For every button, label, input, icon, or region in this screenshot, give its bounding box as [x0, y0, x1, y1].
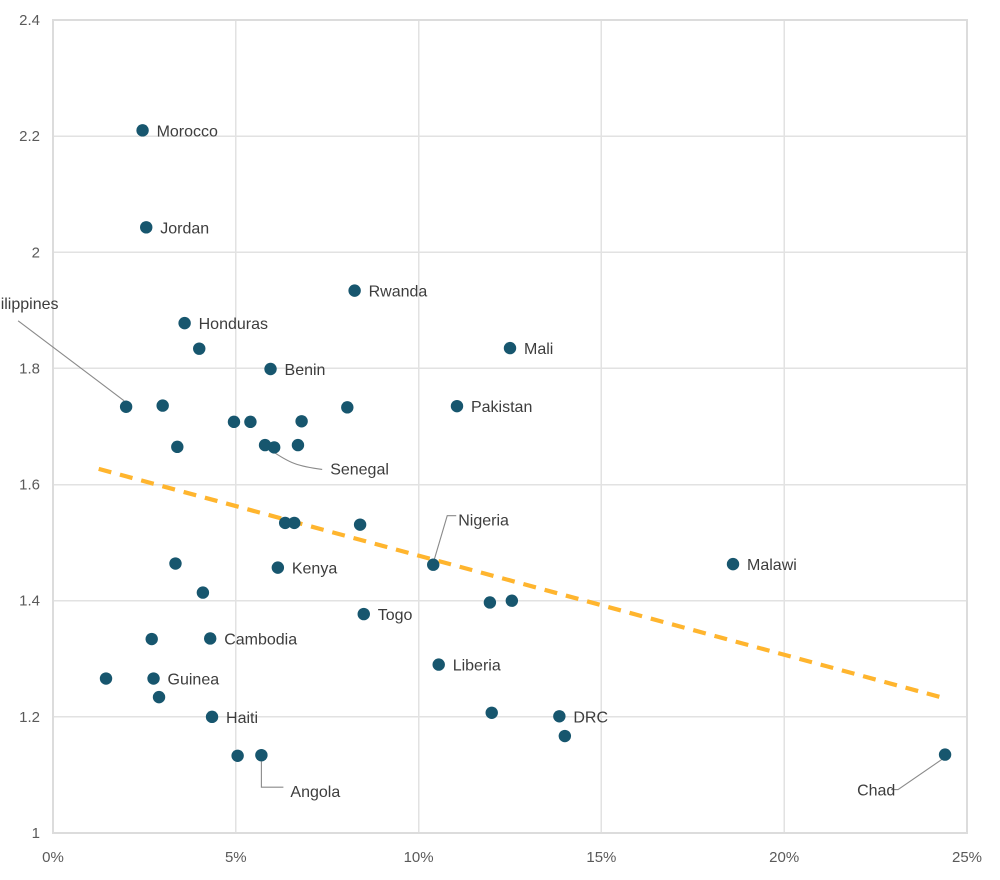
data-point[interactable] [178, 316, 191, 330]
y-axis-tick-label: 1.2 [19, 709, 40, 726]
point-label: Malawi [747, 557, 797, 574]
data-point[interactable] [483, 596, 497, 609]
data-point[interactable] [193, 342, 206, 355]
y-axis-tick-label: 1.8 [19, 360, 40, 377]
point-label: Mali [524, 341, 553, 358]
data-point[interactable] [255, 748, 268, 762]
data-point[interactable] [357, 607, 370, 621]
data-point[interactable] [156, 399, 169, 412]
data-point[interactable] [264, 362, 277, 376]
data-point[interactable] [271, 561, 285, 574]
point-label: Cambodia [224, 631, 297, 648]
data-point[interactable] [353, 518, 367, 531]
x-axis-tick-label: 15% [586, 849, 616, 866]
data-point[interactable] [291, 438, 305, 452]
data-point[interactable] [278, 516, 292, 530]
point-label: Honduras [199, 316, 268, 333]
gridlines-group [52, 19, 968, 834]
data-point[interactable] [938, 748, 952, 761]
point-label: Philippines [0, 296, 59, 313]
y-axis-tick-label: 2.2 [19, 128, 40, 145]
data-point[interactable] [505, 594, 519, 607]
leader-line [270, 449, 323, 470]
data-points-group [99, 124, 952, 762]
x-axis-tick-label: 10% [404, 849, 434, 866]
y-axis-tick-label: 2.4 [19, 12, 40, 29]
x-axis-tick-label: 25% [952, 849, 982, 866]
y-axis-tick-label: 1 [32, 825, 40, 842]
leader-line [260, 761, 284, 788]
point-label: Rwanda [369, 284, 428, 301]
data-point[interactable] [503, 341, 517, 355]
data-point[interactable] [227, 415, 241, 429]
trendline [98, 466, 948, 701]
y-axis-tick-label: 1.4 [19, 593, 40, 610]
data-point[interactable] [726, 557, 740, 571]
point-label: Nigeria [458, 513, 509, 530]
data-point[interactable] [244, 415, 257, 429]
data-point[interactable] [147, 672, 160, 685]
plot-border [52, 19, 968, 834]
point-label: Jordan [160, 220, 209, 237]
data-point[interactable] [140, 221, 153, 234]
leader-line [17, 320, 125, 402]
x-axis-tick-label: 20% [769, 849, 799, 866]
data-point[interactable] [196, 586, 210, 599]
point-label: Pakistan [471, 399, 532, 416]
data-point[interactable] [427, 558, 440, 571]
point-label: Liberia [453, 658, 501, 675]
x-axis-tick-label: 0% [42, 849, 64, 866]
point-label: Haiti [226, 710, 258, 727]
x-axis-tick-label: 5% [225, 849, 247, 866]
point-labels-group: Morocco Jordan Rwanda Honduras Mali Benin Paki… [0, 123, 895, 801]
point-label: DRC [573, 709, 608, 726]
data-point[interactable] [558, 729, 572, 743]
data-point[interactable] [119, 400, 133, 413]
data-point[interactable] [231, 749, 244, 762]
data-point[interactable] [341, 401, 354, 414]
data-point[interactable] [205, 710, 219, 724]
leader-lines-group [17, 320, 944, 791]
x-axis-ticks: 0% 5% 10% 15% 20% 25% [42, 849, 982, 866]
trendline-group [98, 466, 948, 701]
data-point[interactable] [450, 399, 464, 413]
y-axis-tick-label: 1.6 [19, 477, 40, 494]
point-label: Chad [857, 783, 895, 800]
data-point[interactable] [267, 441, 281, 454]
data-point[interactable] [288, 516, 301, 530]
point-label: Benin [285, 362, 326, 379]
point-label: Angola [290, 784, 340, 801]
leader-line [433, 515, 457, 560]
point-label: Kenya [292, 561, 337, 578]
point-label: Togo [378, 607, 413, 624]
data-point[interactable] [171, 440, 184, 454]
data-point[interactable] [432, 658, 445, 671]
data-point[interactable] [295, 415, 308, 428]
point-label: Morocco [157, 123, 218, 140]
data-point[interactable] [553, 710, 566, 723]
plot-frame [52, 19, 968, 834]
point-label: Senegal [330, 461, 389, 478]
data-point[interactable] [136, 124, 149, 137]
data-point[interactable] [145, 632, 158, 646]
data-point[interactable] [152, 690, 166, 704]
leader-line [891, 758, 944, 791]
data-point[interactable] [169, 557, 182, 570]
y-axis-ticks: 1 1.2 1.4 1.6 1.8 2 2.2 2.4 [19, 12, 40, 842]
data-point[interactable] [485, 706, 498, 719]
point-label: Guinea [168, 672, 220, 689]
data-point[interactable] [348, 284, 361, 297]
data-point[interactable] [99, 672, 113, 685]
y-axis-tick-label: 2 [32, 244, 40, 261]
data-point[interactable] [204, 632, 217, 645]
